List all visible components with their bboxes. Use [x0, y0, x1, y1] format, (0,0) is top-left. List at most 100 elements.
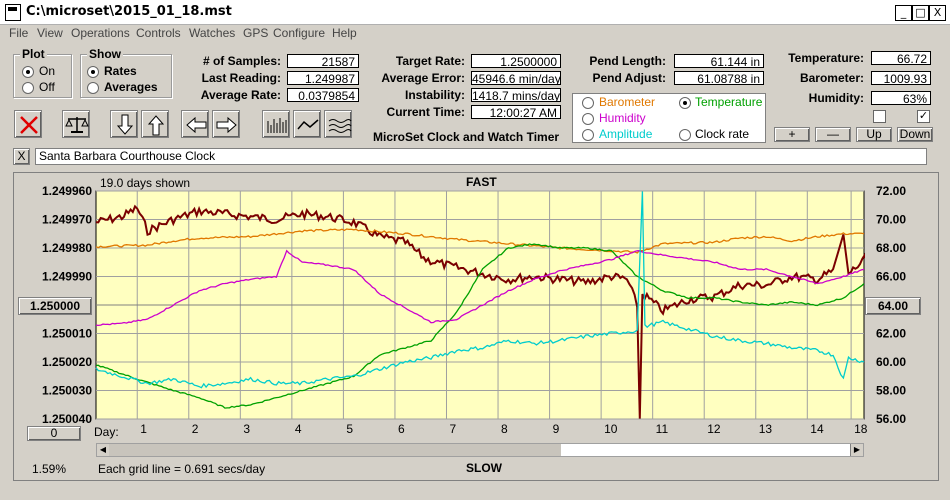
shift-up-button[interactable] — [141, 110, 169, 138]
graph-scrollbar[interactable]: ◀ ▶ — [96, 443, 864, 457]
menu-gps[interactable]: GPS — [243, 26, 269, 40]
bar-view-button[interactable] — [262, 110, 290, 138]
y-left-tick-label: 1.249960 — [42, 184, 92, 198]
y-right-tick-label: 68.00 — [876, 241, 906, 255]
line-view-button[interactable] — [293, 110, 321, 138]
x-tick-label: 13 — [759, 422, 773, 436]
amplitude-radio[interactable] — [582, 129, 594, 141]
y-right-tick-label: 66.00 — [876, 270, 906, 284]
balance-button[interactable] — [62, 110, 90, 138]
y-right-tick-label: 72.00 — [876, 184, 906, 198]
humidity-option-label: Humidity — [599, 111, 646, 125]
close-button[interactable]: X — [929, 5, 946, 21]
target-rate-value: 1.2500000 — [471, 54, 561, 68]
series-line-4 — [95, 191, 865, 389]
y-axis-right: 72.00 70.00 68.00 66.00 62.00 60.00 58.00 56.00 — [876, 184, 906, 426]
arrow-left-icon — [186, 116, 207, 134]
samples-value: 21587 — [287, 54, 359, 68]
scroll-left-button[interactable] — [181, 110, 209, 138]
show-group-title: Show — [87, 47, 123, 61]
samples-label: # of Samples: — [202, 54, 281, 68]
menu-controls[interactable]: Controls — [136, 26, 181, 40]
clear-watch-button[interactable]: X — [13, 148, 30, 165]
graph-panel: 19.0 days shown FAST SLOW 1.59% Each gri… — [13, 172, 939, 481]
arrow-right-icon — [216, 116, 237, 134]
arrow-down-icon — [116, 114, 134, 135]
scroll-right-arrow-icon[interactable]: ▶ — [850, 444, 863, 456]
menu-view[interactable]: View — [37, 26, 63, 40]
down-button[interactable]: Down — [897, 127, 933, 142]
series-line-1 — [95, 228, 865, 254]
y-left-tick-label: 1.249990 — [42, 270, 92, 284]
offset-button[interactable]: 0 — [27, 426, 81, 441]
humidity-value: 63% — [871, 91, 931, 105]
barometer-radio[interactable] — [582, 97, 594, 109]
title-bar: C:\microset\2015_01_18.mst _ □ X — [0, 0, 950, 25]
days-shown: 19.0 days shown — [100, 176, 191, 190]
last-reading-label: Last Reading: — [201, 71, 281, 85]
x-tick-label: 14 — [810, 422, 824, 436]
x-icon — [20, 116, 38, 134]
plot-group: Plot On Off — [13, 47, 72, 98]
y-left-tick-label: 1.250010 — [42, 327, 92, 341]
sensor-checkbox-left[interactable] — [873, 110, 886, 123]
y-left-tick-label: 1.250020 — [42, 355, 92, 369]
show-group: Show Rates Averages — [80, 47, 172, 98]
temperature-label: Temperature: — [788, 51, 864, 65]
x-tick-label: 11 — [656, 422, 669, 436]
series-line-2 — [95, 243, 865, 409]
average-error-label: Average Error: — [381, 71, 465, 85]
barometer-value: 1009.93 — [871, 71, 931, 85]
y-right-tick-label: 62.00 — [876, 327, 906, 341]
humidity-radio[interactable] — [582, 113, 594, 125]
current-time-label: Current Time: — [386, 105, 465, 119]
shift-down-button[interactable] — [110, 110, 138, 138]
center-sensor-button[interactable]: 64.00 — [865, 297, 921, 315]
averages-radio[interactable] — [87, 82, 99, 94]
center-rate-button[interactable]: 1.250000 — [18, 297, 92, 315]
temperature-radio[interactable] — [679, 97, 691, 109]
menu-file[interactable]: File — [9, 26, 29, 40]
fast-label: FAST — [466, 175, 497, 189]
plot-off-radio[interactable] — [22, 82, 34, 94]
stop-button[interactable] — [14, 110, 42, 138]
wave-view-button[interactable] — [324, 110, 352, 138]
clockrate-radio[interactable] — [679, 129, 691, 141]
line-graph-icon — [297, 119, 319, 130]
day-axis-label: Day: — [94, 425, 119, 439]
rates-radio[interactable] — [87, 66, 99, 78]
rates-label: Rates — [104, 64, 137, 78]
humidity-label: Humidity: — [808, 91, 864, 105]
grid-note: Each grid line = 0.691 secs/day — [98, 462, 266, 476]
x-tick-label: 7 — [449, 422, 456, 436]
series-group — [95, 191, 865, 419]
instability-value: 1418.7 mins/day — [471, 88, 561, 102]
average-error-value: 45946.6 min/day — [471, 71, 561, 85]
x-tick-label: 1 — [140, 422, 147, 436]
x-tick-label: 6 — [398, 422, 405, 436]
arrow-up-icon — [147, 115, 165, 136]
plot-group-title: Plot — [20, 47, 47, 61]
scale-icon — [65, 117, 89, 133]
scroll-thumb[interactable] — [561, 444, 851, 456]
watch-name-field[interactable]: Santa Barbara Courthouse Clock — [35, 148, 927, 165]
x-tick-label: 8 — [501, 422, 508, 436]
menu-help[interactable]: Help — [332, 26, 357, 40]
up-button[interactable]: Up — [856, 127, 892, 142]
window-title: C:\microset\2015_01_18.mst — [26, 4, 232, 19]
plus-button[interactable]: + — [774, 127, 810, 142]
x-tick-label: 4 — [295, 422, 302, 436]
menu-operations[interactable]: Operations — [71, 26, 130, 40]
temperature-option-label: Temperature — [695, 95, 763, 109]
scroll-right-button[interactable] — [212, 110, 240, 138]
minus-button[interactable]: — — [815, 127, 851, 142]
y-right-tick-label: 70.00 — [876, 213, 906, 227]
plot-on-radio[interactable] — [22, 66, 34, 78]
pend-length-value: 61.144 in — [674, 54, 764, 68]
menu-configure[interactable]: Configure — [273, 26, 326, 40]
y-left-tick-label: 1.249980 — [42, 241, 92, 255]
sensor-checkbox-right[interactable]: ✓ — [917, 110, 930, 123]
minimize-button[interactable]: _ — [895, 5, 912, 21]
maximize-button[interactable]: □ — [912, 5, 929, 21]
menu-watches[interactable]: Watches — [189, 26, 236, 40]
